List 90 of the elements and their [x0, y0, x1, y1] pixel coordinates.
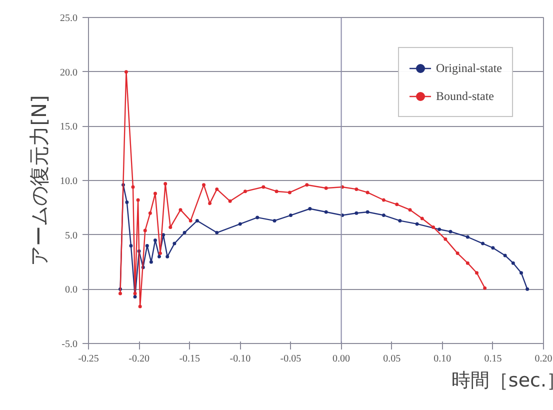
point — [202, 183, 206, 187]
point — [124, 70, 128, 74]
point — [158, 254, 162, 258]
x-tick-label: -0.05 — [280, 354, 302, 364]
point — [131, 185, 135, 189]
point — [133, 292, 137, 296]
x-tick-label: -0.15 — [179, 354, 200, 364]
y-tick-label: 25.0 — [60, 13, 78, 24]
point — [503, 254, 507, 258]
point — [511, 261, 515, 265]
x-tick-label: 0.20 — [534, 354, 552, 364]
point — [305, 183, 309, 187]
point — [288, 214, 292, 218]
y-tick-label: 15.0 — [60, 122, 78, 133]
point — [354, 187, 358, 191]
point — [420, 216, 424, 220]
point — [288, 190, 292, 194]
point — [145, 244, 149, 248]
y-tick-label: 5.0 — [65, 230, 78, 242]
x-tick-label: -0.10 — [230, 354, 251, 364]
legend-label: Original-state — [436, 60, 502, 76]
point — [366, 210, 370, 214]
point — [148, 211, 152, 215]
point — [172, 242, 176, 246]
point — [262, 185, 266, 189]
point — [168, 225, 172, 229]
legend-label: Bound-state — [436, 88, 494, 104]
point — [415, 222, 419, 226]
x-tick-label: 0.05 — [383, 354, 401, 364]
point — [395, 202, 399, 206]
y-tick-label: 10.0 — [60, 176, 78, 187]
point — [324, 210, 328, 214]
point — [491, 246, 495, 250]
point — [162, 233, 166, 237]
point — [215, 230, 219, 234]
point — [138, 304, 142, 308]
point — [466, 261, 470, 265]
point — [125, 200, 129, 204]
x-axis-title: 時間［sec.］ — [451, 370, 553, 392]
point — [136, 198, 140, 202]
point — [243, 190, 247, 194]
point — [448, 230, 452, 234]
point — [408, 208, 412, 212]
point — [438, 228, 442, 232]
point — [143, 228, 147, 232]
y-axis-title: アームの復元力[N] — [27, 95, 51, 266]
point — [256, 216, 260, 220]
point — [238, 222, 242, 226]
point — [208, 202, 212, 206]
x-tick-label: -0.20 — [128, 354, 150, 364]
point — [195, 218, 199, 222]
point — [274, 190, 278, 194]
point — [324, 186, 328, 190]
point — [153, 192, 157, 196]
point — [164, 182, 168, 186]
x-tick-label: -0.25 — [78, 354, 99, 364]
point — [483, 286, 487, 290]
point — [158, 252, 162, 256]
point — [481, 242, 485, 246]
point — [153, 238, 157, 242]
x-tick-label: 0.10 — [434, 354, 452, 364]
y-tick-label: 0.0 — [65, 284, 78, 296]
point — [166, 254, 170, 258]
y-tick-label: -5.0 — [62, 339, 78, 350]
point — [475, 271, 479, 275]
point — [133, 295, 137, 299]
point — [188, 218, 192, 222]
point — [382, 198, 386, 202]
x-tick-label: 0.15 — [484, 354, 502, 364]
point — [272, 218, 276, 222]
point — [456, 252, 460, 256]
point — [382, 214, 386, 218]
point — [526, 287, 530, 291]
x-tick-label: 0.00 — [332, 354, 350, 364]
point — [444, 237, 448, 241]
point — [308, 207, 312, 210]
point — [432, 225, 436, 229]
point — [354, 211, 358, 215]
point — [366, 190, 370, 194]
y-tick-label: 20.0 — [60, 67, 78, 78]
point — [215, 187, 219, 191]
point — [178, 208, 182, 212]
point — [398, 218, 402, 222]
point — [129, 244, 133, 248]
point — [118, 292, 122, 296]
point — [466, 235, 470, 239]
point — [228, 199, 232, 203]
point — [520, 271, 524, 275]
point — [182, 230, 186, 234]
point — [149, 260, 153, 264]
